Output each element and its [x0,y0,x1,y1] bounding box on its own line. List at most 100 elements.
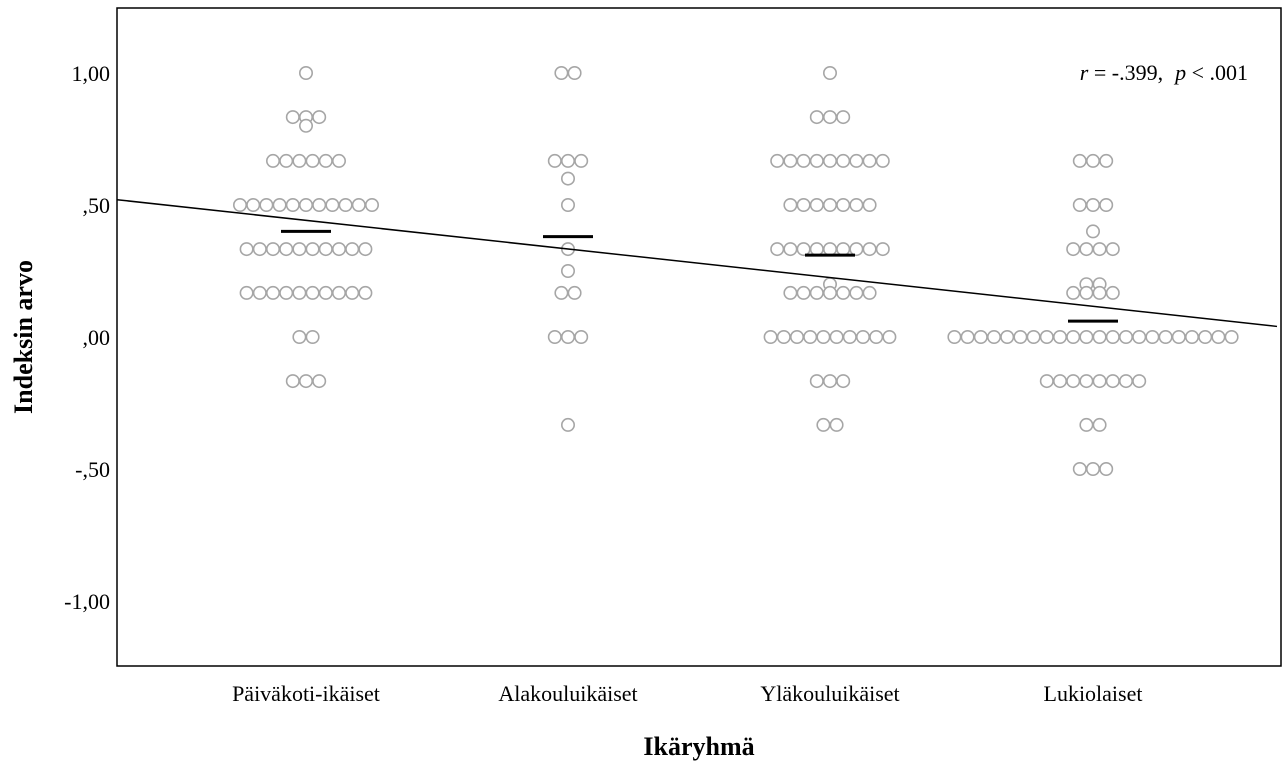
data-point [960,329,975,344]
data-point [836,153,851,168]
data-point [862,198,877,213]
data-point [259,198,274,213]
data-point [1099,153,1114,168]
data-point [1105,285,1120,300]
data-point [285,198,300,213]
data-point [285,374,300,389]
data-point [547,329,562,344]
data-point [822,198,837,213]
data-point [351,198,366,213]
data-point [305,329,320,344]
data-point [305,242,320,257]
data-point [560,329,575,344]
data-point [298,66,313,81]
data-point [285,110,300,125]
data-point [364,198,379,213]
data-point [1066,329,1081,344]
data-point [816,329,831,344]
data-point [1119,329,1134,344]
data-point [338,198,353,213]
y-tick-label: ,50 [83,193,111,218]
plot-frame [116,7,1282,667]
data-point [305,285,320,300]
data-point [1079,285,1094,300]
data-point [312,198,327,213]
data-point [1079,242,1094,257]
data-point [318,153,333,168]
data-point [292,285,307,300]
data-point [265,153,280,168]
data-point [836,242,851,257]
data-point [1092,329,1107,344]
data-point [816,417,831,432]
data-point [574,329,589,344]
data-point [331,285,346,300]
data-point [1105,242,1120,257]
y-tick-label: 1,00 [72,61,111,86]
data-point [345,285,360,300]
data-point [358,242,373,257]
data-point [1079,417,1094,432]
data-point [279,285,294,300]
x-tick-label: Päiväkoti-ikäiset [232,681,380,706]
data-point [1099,461,1114,476]
data-point [252,242,267,257]
data-point [292,242,307,257]
data-point [796,198,811,213]
data-point [829,329,844,344]
data-point [1092,285,1107,300]
data-point [1211,329,1226,344]
data-points [233,66,1239,476]
data-point [292,329,307,344]
data-point [849,198,864,213]
data-point [770,242,785,257]
data-point [1066,285,1081,300]
data-point [1171,329,1186,344]
data-point [849,153,864,168]
data-point [862,242,877,257]
data-point [560,153,575,168]
data-point [822,374,837,389]
data-point [1086,461,1101,476]
regression-line [116,198,1278,328]
data-point [842,329,857,344]
data-point [796,285,811,300]
data-point [783,198,798,213]
data-point [560,263,575,278]
data-point [862,285,877,300]
data-point [1132,374,1147,389]
x-tick-label: Alakouluikäiset [498,681,637,706]
data-point [560,171,575,186]
data-point [1053,329,1068,344]
data-point [862,153,877,168]
p-value: < .001 [1186,60,1248,85]
y-axis-ticks: 1,00 ,50 ,00 -,50 -1,00 [64,61,110,614]
group-means [281,229,1118,323]
data-point [358,285,373,300]
x-axis-ticks: Päiväkoti-ikäiset Alakouluikäiset Yläkoulu… [232,681,1142,706]
data-point [869,329,884,344]
data-point [809,110,824,125]
data-point [1086,224,1101,239]
data-point [272,198,287,213]
y-tick-label: -,50 [75,457,110,482]
data-point [1066,374,1081,389]
data-point [1198,329,1213,344]
data-point [836,110,851,125]
data-point [809,374,824,389]
data-point [829,417,844,432]
data-point [298,374,313,389]
data-point [882,329,897,344]
data-point [1053,374,1068,389]
data-point [836,374,851,389]
data-point [1119,374,1134,389]
data-point [1132,329,1147,344]
data-point [312,374,327,389]
data-point [239,285,254,300]
data-point [265,242,280,257]
data-point [345,242,360,257]
y-tick-label: ,00 [83,325,111,350]
data-point [554,66,569,81]
data-point [783,242,798,257]
